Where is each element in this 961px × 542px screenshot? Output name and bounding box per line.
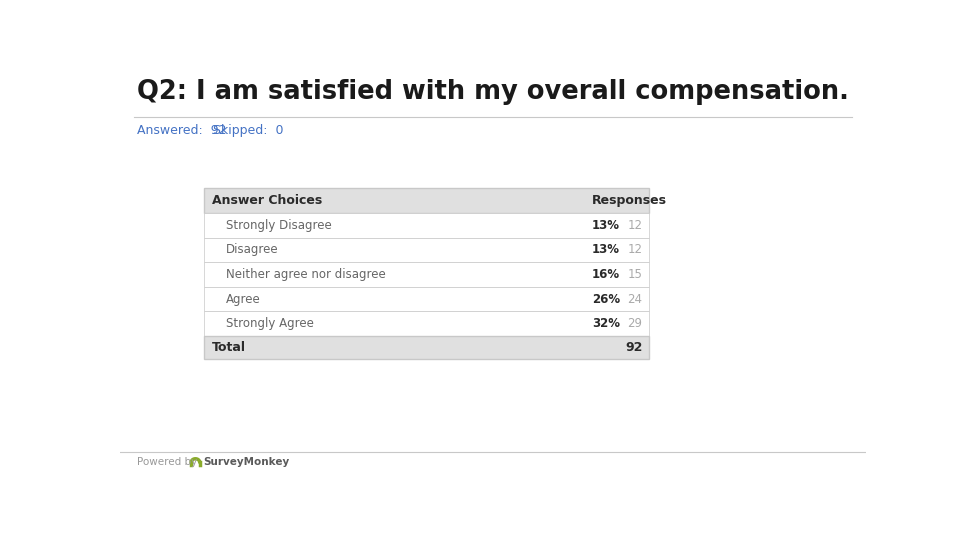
Text: Agree: Agree bbox=[226, 293, 260, 306]
Text: Strongly Agree: Strongly Agree bbox=[226, 317, 313, 330]
Text: 16%: 16% bbox=[591, 268, 620, 281]
Text: 15: 15 bbox=[628, 268, 642, 281]
Text: Disagree: Disagree bbox=[226, 243, 278, 256]
FancyBboxPatch shape bbox=[204, 237, 648, 262]
FancyBboxPatch shape bbox=[204, 336, 648, 359]
FancyBboxPatch shape bbox=[204, 213, 648, 237]
Text: 29: 29 bbox=[627, 317, 642, 330]
Text: 13%: 13% bbox=[591, 243, 620, 256]
Text: Strongly Disagree: Strongly Disagree bbox=[226, 219, 331, 231]
FancyBboxPatch shape bbox=[204, 188, 648, 213]
Text: Total: Total bbox=[211, 341, 245, 354]
FancyBboxPatch shape bbox=[204, 287, 648, 312]
Text: SurveyMonkey: SurveyMonkey bbox=[203, 457, 289, 467]
Text: Answered:  92: Answered: 92 bbox=[137, 124, 227, 137]
Text: 13%: 13% bbox=[591, 219, 620, 231]
Text: 26%: 26% bbox=[591, 293, 620, 306]
Text: 12: 12 bbox=[627, 219, 642, 231]
Text: Skipped:  0: Skipped: 0 bbox=[213, 124, 283, 137]
Text: Q2: I am satisfied with my overall compensation.: Q2: I am satisfied with my overall compe… bbox=[137, 79, 849, 105]
FancyBboxPatch shape bbox=[204, 312, 648, 336]
Text: Answer Choices: Answer Choices bbox=[211, 194, 322, 207]
Text: 92: 92 bbox=[625, 341, 642, 354]
Text: Neither agree nor disagree: Neither agree nor disagree bbox=[226, 268, 385, 281]
Text: 12: 12 bbox=[627, 243, 642, 256]
Text: 24: 24 bbox=[627, 293, 642, 306]
Text: Powered by: Powered by bbox=[137, 457, 197, 467]
FancyBboxPatch shape bbox=[204, 262, 648, 287]
Text: Responses: Responses bbox=[591, 194, 666, 207]
Text: 32%: 32% bbox=[591, 317, 620, 330]
